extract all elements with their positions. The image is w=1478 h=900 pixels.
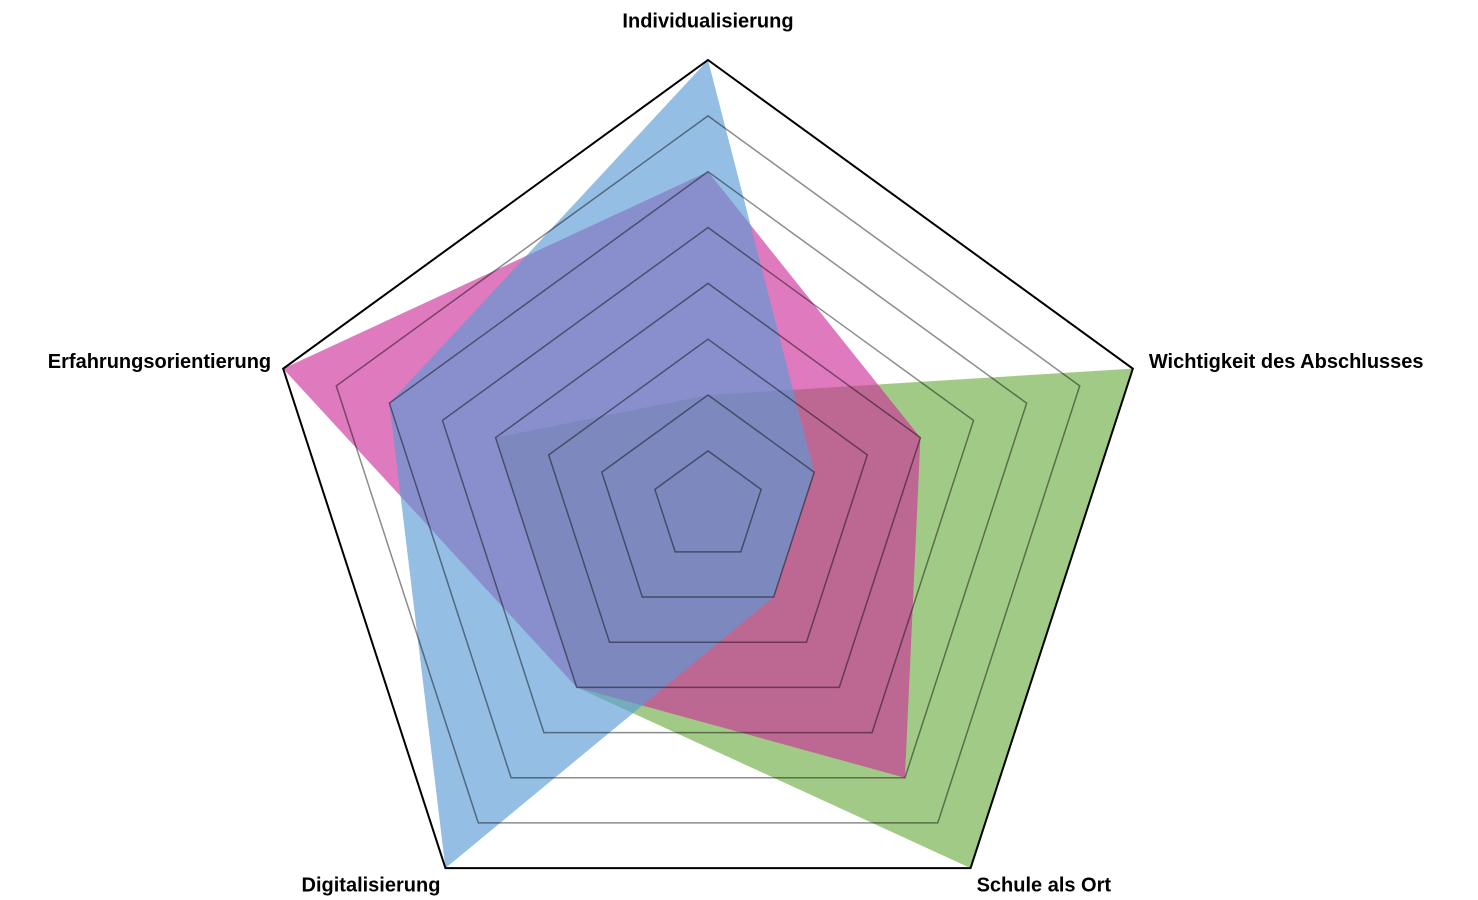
grid-ring: [494, 282, 922, 689]
grid-ring: [654, 449, 762, 553]
axis-label: Individualisierung: [622, 10, 793, 32]
axis-label: Schule als Ort: [977, 874, 1112, 896]
axis-label: Digitalisierung: [302, 874, 441, 896]
grid-ring: [388, 170, 1028, 779]
grid-ring: [441, 226, 975, 734]
axis-label: Wichtigkeit des Abschlusses: [1149, 351, 1424, 373]
grid-ring: [281, 58, 1135, 870]
grid-ring: [547, 338, 869, 643]
axis-label: Erfahrungsorientierung: [48, 351, 271, 373]
grid-ring: [335, 114, 1081, 824]
series-area: [389, 60, 815, 869]
grid-ring: [600, 394, 816, 598]
